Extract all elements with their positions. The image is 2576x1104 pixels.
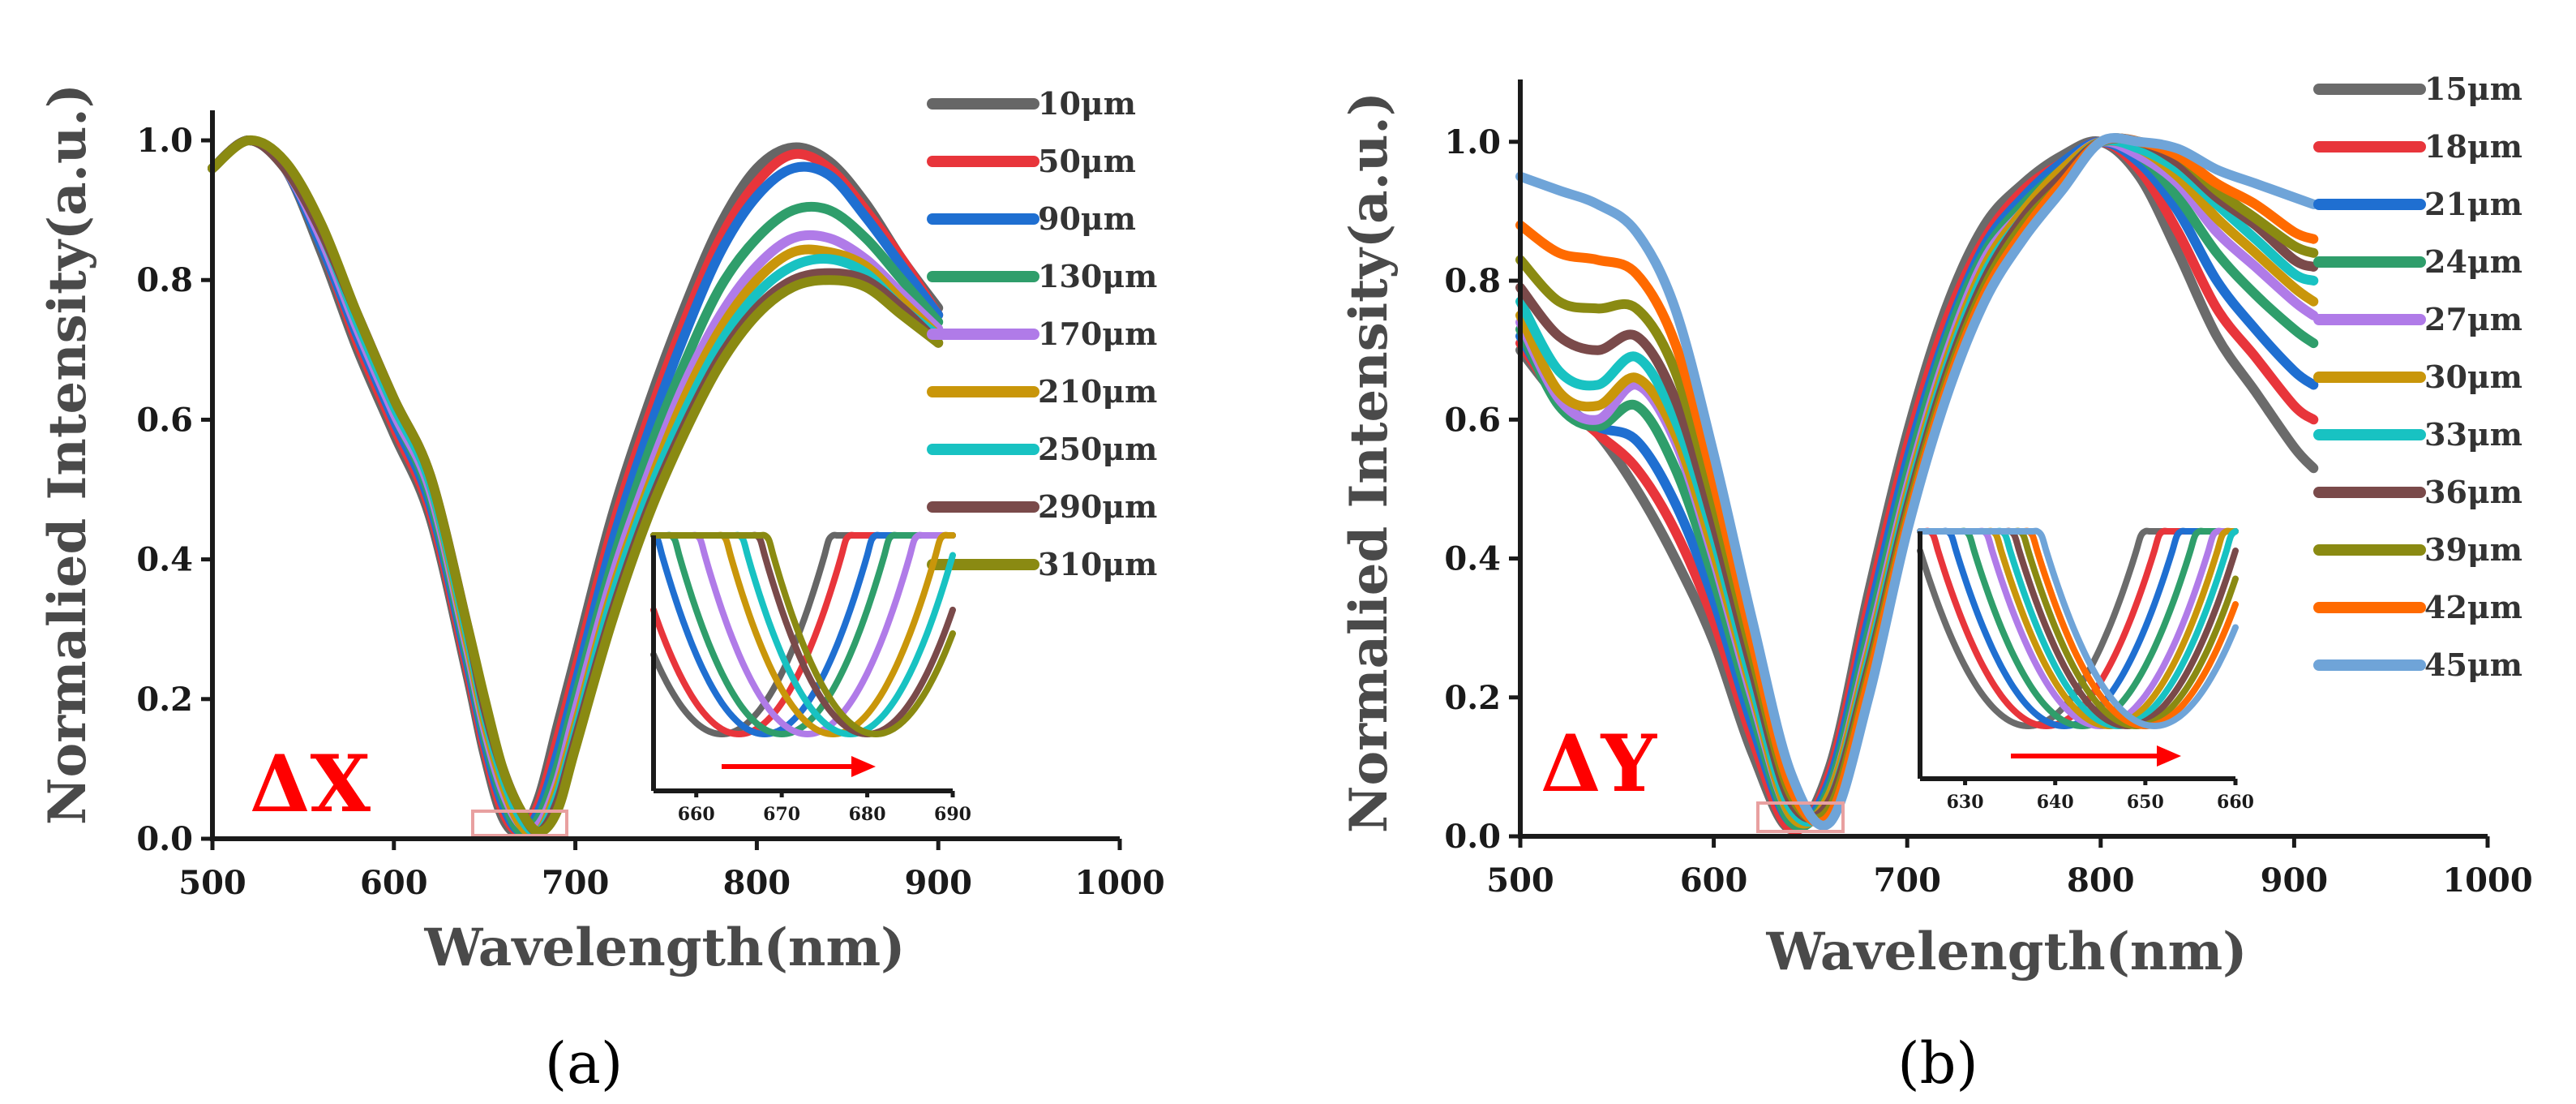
y-tick-label: 0.6	[1444, 401, 1501, 439]
panel-b-inset-ticks: 630 640 650 660	[1947, 779, 2254, 813]
y-tick-label: 0.0	[136, 820, 193, 858]
x-tick-label: 900	[904, 864, 972, 902]
panel-a-inset-ticks: 660 670 680 690	[678, 791, 971, 825]
panel-b-y-axis-title: Normalied Intensity(a.u.)	[1339, 92, 1399, 833]
y-tick-label: 1.0	[136, 122, 193, 160]
inset-tick-label: 670	[763, 804, 800, 825]
x-tick-label: 900	[2261, 861, 2329, 900]
legend-label: 33μm	[2424, 416, 2522, 453]
inset-series-line-170μm	[650, 531, 956, 738]
inset-series-line-45μm	[1917, 527, 2239, 730]
legend-label: 170μm	[1038, 316, 1157, 352]
panel-b-x-ticks: 500 600 700 800 900 1000	[1486, 836, 2533, 900]
x-tick-label: 800	[2067, 861, 2135, 900]
panel-b-zoom-highlight	[1756, 801, 1845, 833]
panel-a-label: (a)	[545, 1030, 623, 1097]
panel-a-curves	[208, 135, 944, 840]
panel-a-delta-x-tag: ΔX	[250, 738, 371, 830]
x-tick-label: 600	[360, 864, 428, 902]
y-tick-label: 0.2	[136, 681, 193, 719]
legend-label: 39μm	[2424, 531, 2522, 568]
inset-series-line-24μm	[1917, 527, 2239, 730]
legend-label: 42μm	[2424, 589, 2522, 625]
panel-b: 500 600 700 800 900 1000 0.0 0.2 0.4 0.6 0.8 1.0 W…	[1339, 71, 2533, 1097]
legend-label: 15μm	[2424, 71, 2522, 107]
legend-label: 10μm	[1038, 85, 1136, 122]
inset-series-line-310μm	[650, 531, 956, 738]
legend-label: 90μm	[1038, 200, 1136, 237]
x-tick-label: 500	[178, 864, 246, 902]
panel-a-x-axis-title: Wavelength(nm)	[424, 917, 906, 978]
series-line-310μm	[208, 135, 944, 837]
x-tick-label: 1000	[2442, 861, 2532, 900]
y-tick-label: 0.8	[1444, 262, 1501, 300]
panel-b-label: (b)	[1897, 1030, 1978, 1097]
panel-b-curves	[1515, 133, 2319, 836]
panel-a-shift-arrowhead	[851, 756, 876, 777]
y-tick-label: 0.2	[1444, 679, 1501, 717]
x-tick-label: 600	[1680, 861, 1748, 900]
inset-tick-label: 650	[2127, 792, 2164, 813]
y-tick-label: 0.4	[1444, 540, 1501, 578]
inset-tick-label: 690	[934, 804, 971, 825]
x-tick-label: 800	[723, 864, 791, 902]
y-tick-label: 1.0	[1444, 123, 1501, 161]
legend-label: 250μm	[1038, 431, 1157, 467]
panel-a-inset-curves	[650, 531, 956, 738]
legend-label: 30μm	[2424, 359, 2522, 395]
series-line-45μm	[1515, 133, 2319, 831]
legend-label: 210μm	[1038, 373, 1157, 410]
y-tick-label: 0.4	[136, 541, 193, 579]
legend-label: 24μm	[2424, 243, 2522, 280]
y-tick-label: 0.8	[136, 261, 193, 299]
y-tick-label: 0.0	[1444, 818, 1501, 856]
x-tick-label: 700	[542, 864, 610, 902]
panel-a-zoom-highlight	[471, 810, 568, 837]
panel-a-x-ticks: 500 600 700 800 900 1000	[178, 839, 1165, 902]
legend-label: 310μm	[1038, 546, 1157, 582]
panel-a-legend: 10μm 50μm 90μm 130μm 170μm 210μm 250μm 290μm 310…	[927, 85, 1157, 582]
inset-tick-label: 660	[2217, 792, 2254, 813]
panel-a: 500 600 700 800 900 1000 0.0 0.2 0.4 0.6 0.8 1.0 W…	[37, 84, 1165, 1097]
panel-a-y-axis-title: Normalied Intensity(a.u.)	[37, 84, 98, 825]
legend-label: 18μm	[2424, 128, 2522, 165]
panel-b-x-axis-title: Wavelength(nm)	[1766, 921, 2248, 982]
legend-label: 21μm	[2424, 186, 2522, 222]
panel-b-shift-arrowhead	[2157, 745, 2181, 767]
x-tick-label: 700	[1873, 861, 1941, 900]
inset-series-line-130μm	[650, 531, 956, 738]
inset-tick-label: 660	[678, 804, 715, 825]
inset-tick-label: 630	[1947, 792, 1984, 813]
panel-b-y-ticks: 0.0 0.2 0.4 0.6 0.8 1.0	[1444, 123, 1520, 856]
legend-label: 130μm	[1038, 258, 1157, 294]
legend-label: 45μm	[2424, 647, 2522, 683]
panel-b-legend: 15μm 18μm 21μm 24μm 27μm 30μm 33μm 36μm 39μm 42μm…	[2313, 71, 2522, 683]
legend-label: 290μm	[1038, 488, 1157, 525]
x-tick-label: 500	[1486, 861, 1554, 900]
legend-label: 36μm	[2424, 474, 2522, 510]
panel-a-inset: 660 670 680 690	[650, 531, 971, 825]
panel-b-delta-y-tag: ΔY	[1541, 718, 1657, 810]
legend-label: 50μm	[1038, 143, 1136, 179]
y-tick-label: 0.6	[136, 401, 193, 439]
panel-b-inset-curves	[1917, 527, 2239, 730]
panel-a-y-ticks: 0.0 0.2 0.4 0.6 0.8 1.0	[136, 122, 212, 858]
inset-tick-label: 640	[2037, 792, 2074, 813]
x-tick-label: 1000	[1074, 864, 1164, 902]
inset-tick-label: 680	[849, 804, 886, 825]
legend-label: 27μm	[2424, 301, 2522, 337]
panel-b-inset: 630 640 650 660	[1917, 527, 2254, 813]
